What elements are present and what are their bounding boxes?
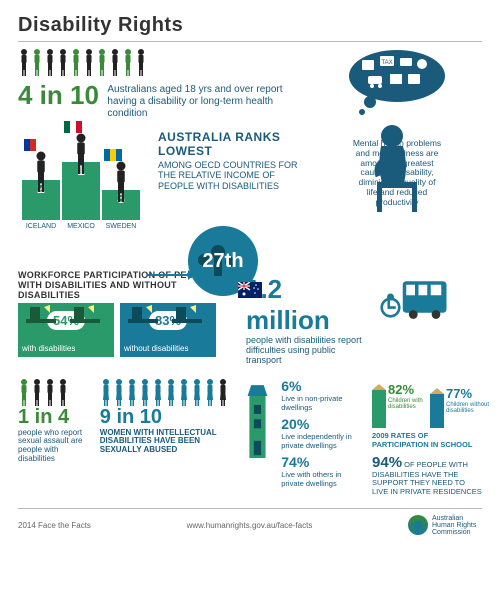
footer: 2014 Face the Facts www.humanrights.gov.… bbox=[18, 508, 482, 536]
rank-number: 27th bbox=[202, 250, 243, 273]
women-people-icons bbox=[100, 378, 235, 406]
assault-highlight: 1 in 4 bbox=[18, 406, 90, 429]
svg-text:TAX: TAX bbox=[381, 60, 392, 66]
ranks-subtitle: AMONG OECD COUNTRIES FOR THE RELATIVE IN… bbox=[158, 160, 304, 191]
support-stat: 94% OF PEOPLE WITH DISABILITIES HAVE THE… bbox=[372, 455, 482, 496]
stat-4in10-text: Australians aged 18 yrs and over report … bbox=[107, 84, 287, 120]
assault-people-icons bbox=[18, 378, 90, 406]
transport-number: 1.2 million bbox=[246, 274, 366, 336]
mental-health-text: Mental health problems and mental illnes… bbox=[352, 139, 442, 207]
footer-url: www.humanrights.gov.au/face-facts bbox=[187, 521, 313, 530]
footer-year: 2014 Face the Facts bbox=[18, 521, 91, 530]
women-highlight: 9 in 10 bbox=[100, 406, 235, 429]
rank-circle: 27th bbox=[188, 226, 258, 296]
divider bbox=[18, 41, 482, 42]
top-section: 4 in 10 Australians aged 18 yrs and over… bbox=[18, 48, 482, 296]
transport-section: 1.2 million people with disabilities rep… bbox=[246, 274, 366, 366]
workforce-with-box: 54% with disabilities bbox=[18, 303, 114, 357]
workforce-with-label: with disabilities bbox=[22, 344, 75, 353]
arrow-icon bbox=[148, 274, 188, 276]
women-stat: 9 in 10 WOMEN WITH INTELLECTUAL DISABILI… bbox=[100, 378, 235, 455]
assault-stat: 1 in 4 people who report sexual assault … bbox=[18, 378, 90, 464]
women-text: WOMEN WITH INTELLECTUAL DISABILITIES HAV… bbox=[100, 429, 235, 455]
school-section: 82%Children with disabilities77%Children… bbox=[372, 378, 482, 496]
school-title: 2009 RATES OF PARTICIPATION IN SCHOOL bbox=[372, 431, 482, 449]
ahrc-branding: Australian Human Rights Commission bbox=[408, 515, 482, 536]
assault-text: people who report sexual assault are peo… bbox=[18, 429, 90, 464]
tower-icon bbox=[244, 378, 271, 468]
infographic: Disability Rights 4 in 10 Australians ag… bbox=[0, 0, 500, 550]
ranks-title: AUSTRALIA RANKS LOWEST bbox=[158, 130, 304, 158]
ahrc-logo-icon bbox=[408, 515, 428, 535]
people-silhouettes bbox=[18, 48, 304, 76]
stat-4in10-highlight: 4 in 10 bbox=[18, 80, 99, 110]
bus-icon bbox=[380, 276, 450, 326]
pencil-bars: 82%Children with disabilities77%Children… bbox=[372, 378, 482, 428]
podium: 2ICELAND1MEXICO3SWEDEN bbox=[18, 130, 148, 220]
page-title: Disability Rights bbox=[18, 14, 482, 37]
podium-section: 2ICELAND1MEXICO3SWEDEN AUSTRALIA RANKS L… bbox=[18, 130, 304, 220]
ahrc-name: Australian Human Rights Commission bbox=[432, 515, 482, 536]
dwelling-stats: 6%Live in non-private dwellings20%Live i… bbox=[281, 378, 362, 492]
workforce-without-box: 83% without disabilities bbox=[120, 303, 216, 357]
australia-flag-icon bbox=[238, 282, 262, 298]
transport-text: people with disabilities report difficul… bbox=[246, 336, 366, 366]
mental-health-section: TAX Mental health problems and mental il… bbox=[312, 48, 482, 296]
thought-bubble-icon: TAX bbox=[342, 48, 452, 118]
bottom-section: 1 in 4 people who report sexual assault … bbox=[18, 378, 482, 496]
workforce-without-label: without disabilities bbox=[124, 344, 188, 353]
